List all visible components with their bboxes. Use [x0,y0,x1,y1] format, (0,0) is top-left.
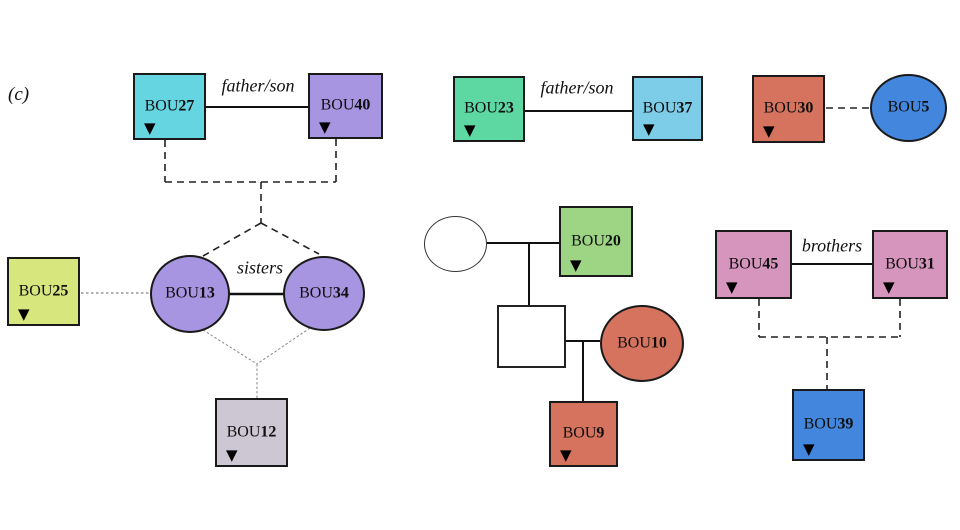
sampled-triangle-icon: ▼ [726,278,738,296]
sampled-triangle-icon: ▼ [643,120,655,138]
label-number: 12 [260,422,277,440]
sampled-triangle-icon: ▼ [570,256,582,274]
label-prefix: BOU [320,96,355,114]
node-bou45: BOU45 ▼ [715,230,792,299]
node-bou13: BOU13 [150,255,230,333]
dashed-diag-to-bou13 [202,222,262,257]
dashed-diag-to-bou34 [260,222,320,255]
label-prefix: BOU [299,283,333,301]
node-bou25-label: BOU25 [9,282,78,300]
panel-label: (c) [8,84,30,105]
label-prefix: BOU [18,281,53,299]
node-bou12: BOU12 ▼ [215,398,288,467]
node-bou5: BOU5 [870,74,947,142]
sampled-triangle-icon: ▼ [226,446,238,464]
node-bou9-label: BOU9 [551,424,616,442]
sampled-triangle-icon: ▼ [464,121,476,139]
node-bou34-label: BOU34 [285,284,363,302]
node-bou37: BOU37 ▼ [632,76,703,141]
label-prefix: BOU [464,99,498,117]
node-bou39-label: BOU39 [794,415,863,433]
node-bou12-label: BOU12 [217,423,286,441]
node-bou9: BOU9 ▼ [549,401,618,467]
label-prefix: BOU [885,254,919,272]
label-prefix: BOU [617,333,651,351]
sampled-triangle-icon: ▼ [803,440,815,458]
relationship-label-brothers: brothers [801,235,863,256]
node-bou40: BOU40 ▼ [308,73,383,139]
label-prefix: BOU [165,284,199,302]
label-prefix: BOU [562,424,597,442]
node-bou5-label: BOU5 [872,98,945,116]
label-prefix: BOU [728,254,763,272]
label-number: 5 [921,98,930,116]
label-number: 45 [762,254,779,272]
node-bou23: BOU23 ▼ [453,76,525,142]
sampled-triangle-icon: ▼ [18,305,30,323]
dotted-diag-bou34-down [256,327,311,365]
node-bou20-label: BOU20 [561,232,631,250]
label-number: 34 [332,283,349,301]
node-unknown-male [497,305,566,368]
label-number: 25 [52,281,69,299]
label-number: 20 [604,231,621,249]
label-prefix: BOU [803,415,838,433]
label-number: 37 [676,98,693,116]
node-bou25: BOU25 ▼ [7,257,80,326]
relationship-label-father-son-left: father/son [221,75,295,96]
label-number: 23 [497,99,514,117]
node-bou27: BOU27 ▼ [133,73,206,140]
node-bou20: BOU20 ▼ [559,206,633,277]
label-prefix: BOU [642,98,677,116]
label-number: 13 [198,284,215,302]
label-prefix: BOU [226,422,261,440]
node-bou31-label: BOU31 [874,255,946,273]
node-bou13-label: BOU13 [152,284,228,302]
node-bou37-label: BOU37 [634,99,701,117]
label-prefix: BOU [571,231,605,249]
relationship-label-father-son-mid: father/son [540,77,614,98]
node-bou27-label: BOU27 [135,97,204,115]
node-bou30: BOU30 ▼ [752,75,825,143]
label-prefix: BOU [763,99,798,117]
label-number: 40 [354,96,371,114]
node-bou30-label: BOU30 [754,99,823,117]
node-bou23-label: BOU23 [455,99,523,117]
node-bou10: BOU10 [600,305,684,382]
dotted-diag-bou13-down [202,329,258,365]
sampled-triangle-icon: ▼ [319,118,331,136]
label-number: 31 [918,254,935,272]
label-prefix: BOU [887,98,922,116]
node-bou40-label: BOU40 [310,96,381,114]
node-bou34: BOU34 [283,256,365,331]
node-unknown-female [424,216,487,272]
node-bou45-label: BOU45 [717,255,790,273]
sampled-triangle-icon: ▼ [763,122,775,140]
label-number: 10 [650,333,667,351]
sampled-triangle-icon: ▼ [560,446,572,464]
node-bou39: BOU39 ▼ [792,389,865,461]
label-number: 30 [797,99,814,117]
node-bou10-label: BOU10 [602,334,682,352]
label-number: 27 [178,96,195,114]
label-number: 39 [837,415,854,433]
label-number: 9 [596,424,605,442]
relationship-label-sisters: sisters [236,257,284,278]
sampled-triangle-icon: ▼ [144,119,156,137]
node-bou31: BOU31 ▼ [872,230,948,299]
label-prefix: BOU [144,96,179,114]
sampled-triangle-icon: ▼ [883,278,895,296]
